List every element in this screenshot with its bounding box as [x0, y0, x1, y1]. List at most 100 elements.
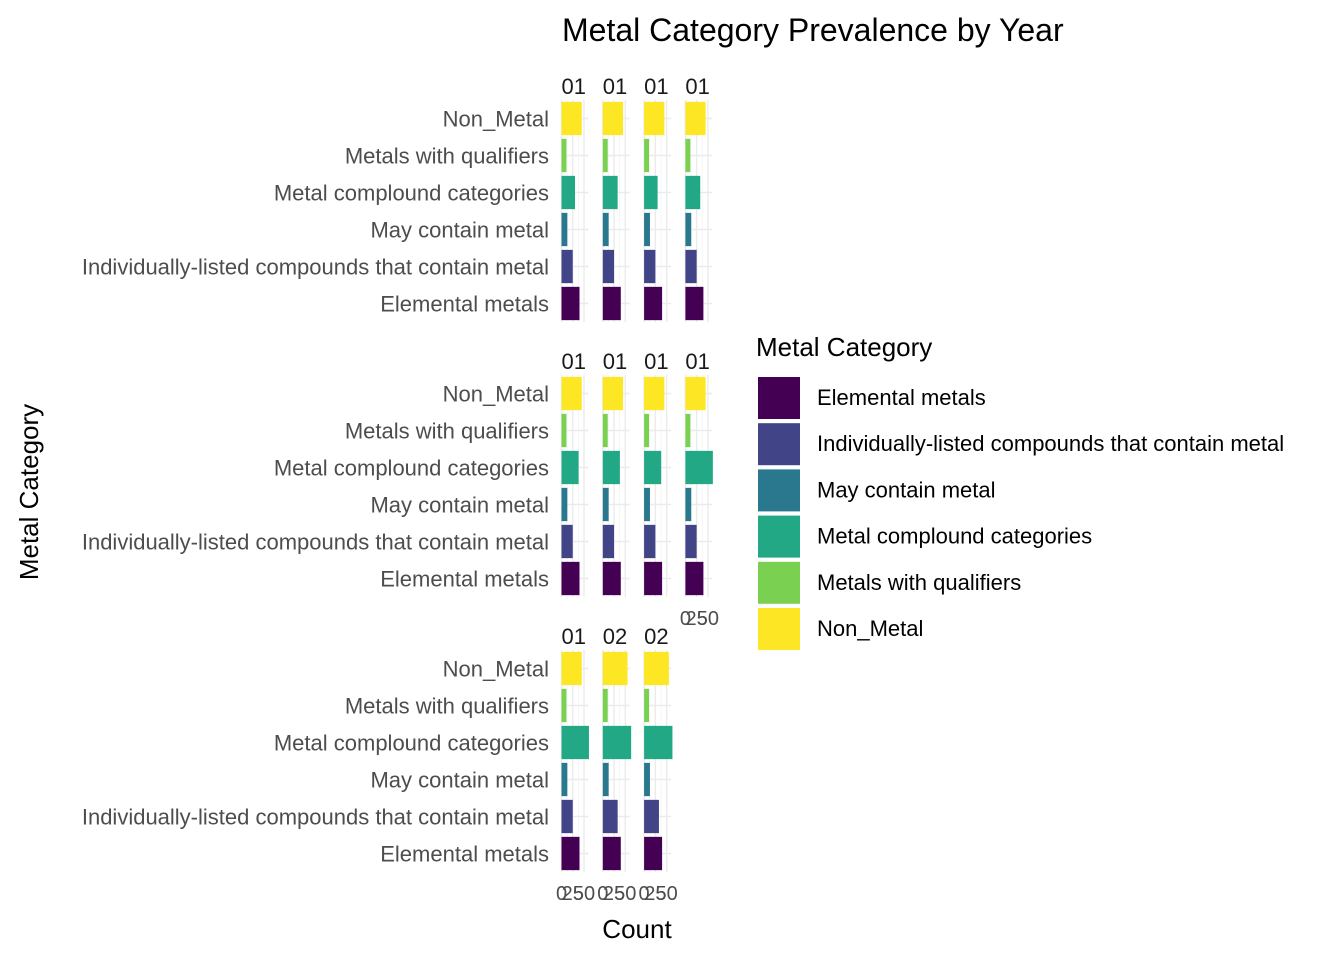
facet-panel: 01: [602, 74, 630, 322]
facet-strip-label: 01: [562, 624, 586, 649]
bar: [685, 286, 704, 321]
bar: [685, 450, 713, 485]
bar: [644, 413, 650, 448]
bar: [602, 413, 608, 448]
bar: [602, 376, 624, 411]
facet-strip-label: 01: [644, 349, 668, 374]
x-tick-label: 25: [686, 608, 708, 630]
bar: [561, 249, 573, 284]
bar: [685, 376, 706, 411]
facet-strip-label: 01: [644, 74, 668, 99]
bar: [561, 413, 567, 448]
y-tick-label: May contain metal: [370, 768, 549, 793]
facet-panels: 01 Elemental metals Individually-listed co…: [82, 74, 719, 905]
x-axis-label: Count: [602, 914, 672, 944]
facet-panel: 01 Elemental metals Individually-listed co…: [82, 624, 595, 905]
bar: [644, 725, 673, 760]
bar: [602, 762, 609, 797]
bar: [685, 487, 692, 522]
facet-panel: 01 Elemental metals Individually-listed co…: [82, 74, 589, 322]
facet-strip-label: 01: [685, 349, 709, 374]
bar: [561, 101, 582, 136]
bar: [602, 799, 618, 834]
y-tick-label: Non_Metal: [443, 107, 549, 132]
y-tick-label: Individually-listed compounds that conta…: [82, 805, 549, 830]
facet-strip-label: 01: [603, 74, 627, 99]
bar: [561, 376, 582, 411]
legend-swatch: [758, 469, 800, 512]
bar: [561, 450, 579, 485]
facet-panel: 01 Elemental metals Individually-listed co…: [82, 349, 589, 597]
bar: [685, 138, 691, 173]
legend: Elemental metals Individually-listed comp…: [758, 377, 1284, 650]
facet-panel: 01: [684, 74, 713, 322]
legend-item: May contain metal: [758, 469, 996, 512]
legend-item: Elemental metals: [758, 377, 986, 419]
bar: [602, 688, 608, 723]
x-tick-label: 0: [680, 608, 691, 630]
bar: [644, 762, 650, 797]
bar: [602, 524, 615, 559]
bar: [561, 175, 575, 210]
bar: [644, 487, 650, 522]
bar: [602, 212, 609, 247]
x-tick-label: 0: [639, 883, 650, 905]
y-tick-label: Metals with qualifiers: [345, 419, 549, 444]
x-tick-label: 50: [614, 883, 636, 905]
facet-strip-label: 01: [562, 74, 586, 99]
y-tick-label: Elemental metals: [380, 292, 549, 317]
legend-swatch: [758, 561, 800, 604]
legend-item: Individually-listed compounds that conta…: [758, 423, 1284, 466]
legend-swatch: [758, 423, 800, 466]
bar: [685, 175, 701, 210]
legend-label: Individually-listed compounds that conta…: [817, 431, 1284, 456]
bar: [685, 524, 697, 559]
bar: [644, 799, 659, 834]
x-tick-label: 50: [697, 608, 719, 630]
bar: [561, 212, 568, 247]
x-tick-label: 0: [556, 883, 567, 905]
bar: [561, 651, 582, 686]
bar: [561, 836, 580, 871]
bar: [561, 762, 568, 797]
bar: [644, 376, 665, 411]
bar: [602, 487, 609, 522]
y-tick-label: Individually-listed compounds that conta…: [82, 255, 549, 280]
bar: [644, 212, 650, 247]
legend-item: Non_Metal: [758, 608, 923, 650]
bar: [602, 138, 608, 173]
legend-item: Metals with qualifiers: [758, 561, 1021, 604]
x-tick-label: 25: [644, 883, 666, 905]
legend-label: Non_Metal: [817, 616, 923, 641]
bar: [561, 799, 573, 834]
bar: [644, 286, 663, 321]
y-tick-label: Metals with qualifiers: [345, 694, 549, 719]
y-tick-label: Metal complound categories: [274, 731, 549, 756]
legend-label: Elemental metals: [817, 385, 986, 410]
y-tick-label: Metal complound categories: [274, 181, 549, 206]
legend-title: Metal Category: [756, 332, 932, 362]
y-tick-label: May contain metal: [370, 493, 549, 518]
y-tick-label: Non_Metal: [443, 657, 549, 682]
bar: [644, 249, 656, 284]
y-tick-label: Elemental metals: [380, 842, 549, 867]
x-tick-label: 25: [562, 883, 584, 905]
legend-label: May contain metal: [817, 477, 996, 502]
bar: [644, 138, 650, 173]
bar: [602, 101, 624, 136]
bar: [644, 836, 663, 871]
facet-strip-label: 02: [603, 624, 627, 649]
legend-item: Metal complound categories: [758, 515, 1092, 558]
bar: [602, 175, 618, 210]
bar: [685, 101, 706, 136]
y-tick-label: Elemental metals: [380, 567, 549, 592]
y-tick-label: Metal complound categories: [274, 456, 549, 481]
facet-strip-label: 01: [603, 349, 627, 374]
legend-label: Metal complound categories: [817, 524, 1092, 549]
facet-strip-label: 02: [644, 624, 668, 649]
